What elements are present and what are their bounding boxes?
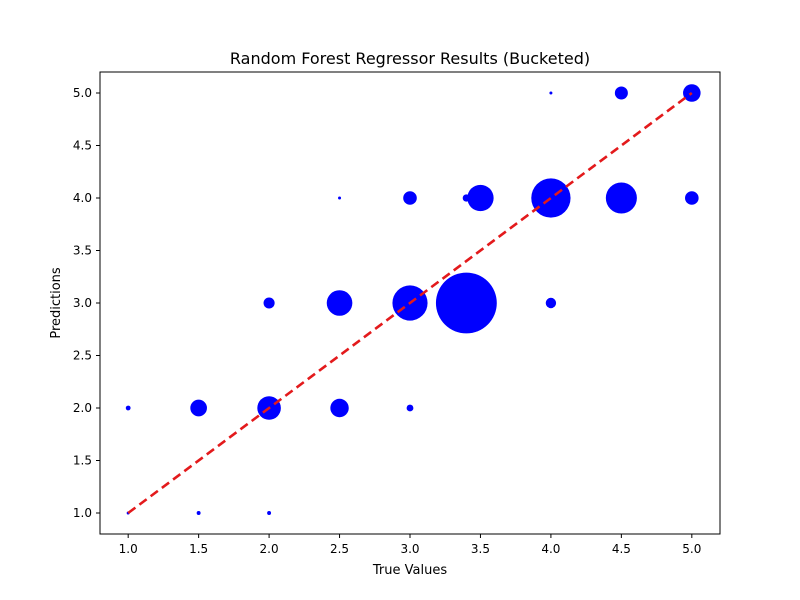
scatter-point bbox=[531, 178, 571, 218]
scatter-point bbox=[403, 191, 417, 205]
scatter-point bbox=[614, 86, 628, 100]
scatter-point bbox=[125, 405, 131, 411]
scatter-point bbox=[549, 91, 553, 95]
scatter-point bbox=[330, 398, 349, 418]
scatter-point bbox=[545, 297, 557, 309]
scatter-point bbox=[406, 404, 414, 412]
x-tick-label: 3.0 bbox=[400, 542, 419, 556]
chart-title: Random Forest Regressor Results (Buckete… bbox=[230, 49, 590, 68]
scatter-point bbox=[196, 511, 201, 515]
x-tick-label: 4.5 bbox=[612, 542, 631, 556]
y-tick-label: 3.0 bbox=[73, 296, 92, 310]
scatter-point bbox=[263, 297, 275, 309]
y-axis-ticks: 1.0 1.5 2.0 2.5 3.0 3.5 4.0 4.5 5.0 bbox=[73, 86, 100, 520]
scatter-point bbox=[326, 290, 353, 316]
scatter-point bbox=[338, 196, 342, 200]
x-tick-label: 2.0 bbox=[260, 542, 279, 556]
scatter-point bbox=[435, 272, 497, 334]
y-tick-label: 4.0 bbox=[73, 191, 92, 205]
x-tick-label: 3.5 bbox=[471, 542, 490, 556]
reference-line-group bbox=[127, 91, 693, 515]
scatter-point bbox=[190, 399, 207, 417]
scatter-point bbox=[267, 511, 272, 515]
x-tick-label: 5.0 bbox=[682, 542, 701, 556]
y-axis-label: Predictions bbox=[49, 267, 64, 339]
plot-frame bbox=[99, 71, 721, 535]
y-tick-label: 2.0 bbox=[73, 401, 92, 415]
reference-line bbox=[127, 91, 693, 515]
x-tick-label: 1.5 bbox=[189, 542, 208, 556]
y-tick-label: 1.0 bbox=[73, 506, 92, 520]
x-axis-ticks: 1.0 1.5 2.0 2.5 3.0 3.5 4.0 4.5 5.0 bbox=[119, 534, 701, 556]
y-tick-label: 5.0 bbox=[73, 86, 92, 100]
x-tick-label: 4.0 bbox=[541, 542, 560, 556]
y-tick-label: 3.5 bbox=[73, 244, 92, 258]
scatter-point bbox=[685, 191, 699, 205]
scatter-point bbox=[605, 182, 637, 214]
y-tick-label: 2.5 bbox=[73, 349, 92, 363]
x-tick-label: 1.0 bbox=[119, 542, 138, 556]
y-tick-label: 1.5 bbox=[73, 454, 92, 468]
x-tick-label: 2.5 bbox=[330, 542, 349, 556]
x-axis-label: True Values bbox=[372, 563, 447, 578]
scatter-point bbox=[467, 184, 494, 212]
y-tick-label: 4.5 bbox=[73, 139, 92, 153]
